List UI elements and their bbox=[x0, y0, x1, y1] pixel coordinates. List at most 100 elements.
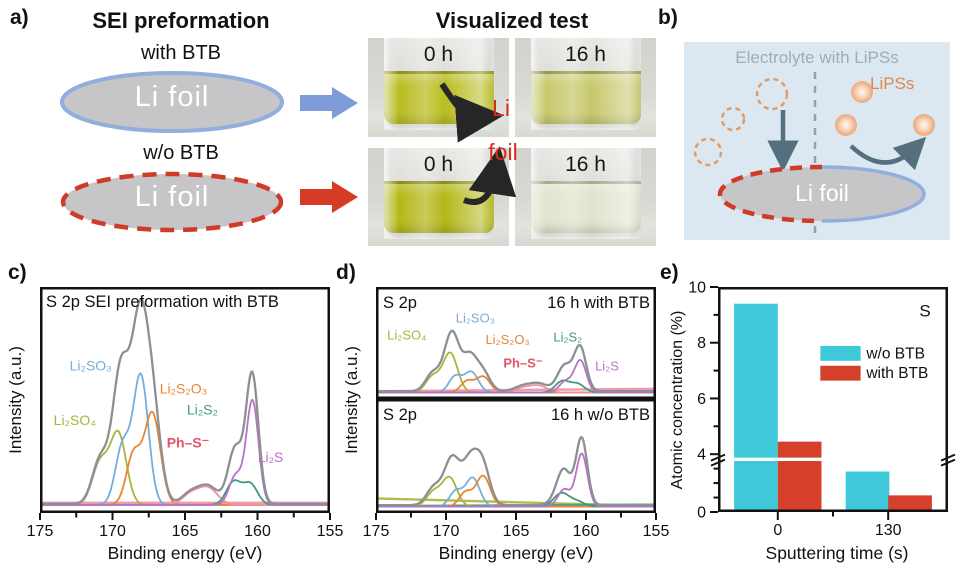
legend-label: w/o BTB bbox=[865, 345, 925, 362]
panel-d-label: d) bbox=[336, 261, 356, 284]
xps-spectrum-d-bottom: 175 170 165 160 155 Binding energy (eV) S 2p 16… bbox=[363, 399, 669, 563]
vial-liquid bbox=[383, 181, 494, 234]
species-label: Li₂SO₃ bbox=[456, 311, 495, 326]
x-tick-label: 165 bbox=[172, 523, 199, 540]
x-tick-label: 165 bbox=[503, 523, 530, 540]
axis-break-line bbox=[720, 457, 946, 462]
y-tick-label: 10 bbox=[688, 280, 706, 297]
li-foil-half-ellipse bbox=[720, 167, 924, 221]
axis-break-icon bbox=[940, 458, 956, 467]
bar-with-btb-0 bbox=[777, 441, 822, 510]
panel-d-ylabel: Intensity (a.u.) bbox=[342, 346, 361, 454]
vial-photo-grid: 0 h 16 h 0 h 16 h bbox=[368, 38, 656, 246]
electrolyte-box: Electrolyte with LiPSs LiPSs Li foil bbox=[684, 42, 950, 240]
plot-frame bbox=[376, 399, 656, 513]
li-foil-with-btb: Li foil bbox=[58, 70, 286, 134]
vial-photo-0h-with-btb: 0 h bbox=[368, 38, 509, 137]
axis-break-icon bbox=[710, 453, 726, 462]
vial-photo-16h-wo-btb: 16 h bbox=[515, 148, 656, 246]
x-tick-label: 160 bbox=[244, 523, 271, 540]
li-foil-red-dashed-ellipse bbox=[60, 171, 284, 233]
species-label: Li₂SO₃ bbox=[70, 358, 112, 374]
y-tick-label: 0 bbox=[697, 505, 706, 522]
corner-label-right: 16 h with BTB bbox=[547, 294, 650, 312]
corner-label: S bbox=[919, 302, 930, 321]
li-foil-text-top: Li foil bbox=[134, 81, 210, 113]
spectrum-curve bbox=[377, 452, 656, 508]
electrolyte-title: Electrolyte with LiPSs bbox=[735, 48, 899, 67]
corner-label-left: S 2p bbox=[383, 294, 417, 312]
red-right-arrow-icon bbox=[300, 181, 358, 213]
lips-particle-icon bbox=[913, 114, 935, 136]
li-foil-text: Li foil bbox=[795, 180, 849, 206]
species-label: Li₂S₂ bbox=[553, 329, 582, 344]
vial-liquid bbox=[383, 71, 494, 125]
time-label: 0 h bbox=[423, 42, 454, 66]
x-tick-label: 0 bbox=[773, 522, 782, 539]
panel-e-label: e) bbox=[660, 261, 679, 284]
foil-blue-solid-half bbox=[821, 165, 926, 223]
panel-a-label: a) bbox=[10, 6, 29, 29]
legend-swatch-with-btb bbox=[820, 365, 861, 381]
visualized-test-title: Visualized test bbox=[435, 8, 589, 33]
spectrum-curve bbox=[377, 329, 657, 393]
spectrum-curve bbox=[377, 359, 656, 394]
foil-red-dashed-half bbox=[717, 164, 823, 224]
x-axis-title: Binding energy (eV) bbox=[108, 543, 263, 563]
xps-spectrum-c: 175 170 165 160 155 Binding energy (eV) S 2p S… bbox=[27, 287, 343, 563]
li-foil-wo-btb: Li foil bbox=[58, 170, 286, 234]
empty-lips-circle-icon bbox=[693, 137, 723, 167]
species-label: Li₂S bbox=[258, 449, 284, 465]
spectrum-curve bbox=[377, 436, 657, 507]
vial-liquid bbox=[530, 71, 641, 125]
panel-b-label: b) bbox=[658, 6, 678, 29]
x-tick-label: 160 bbox=[573, 523, 600, 540]
x-tick-label: 155 bbox=[317, 523, 344, 540]
time-label: 0 h bbox=[423, 152, 454, 176]
blue-right-arrow-icon bbox=[300, 87, 358, 119]
legend-label: with BTB bbox=[865, 365, 928, 382]
lips-particle-icon bbox=[835, 114, 857, 136]
empty-lips-circle-icon bbox=[720, 106, 746, 132]
spectrum-curve bbox=[41, 298, 330, 505]
panel-c-label: c) bbox=[8, 261, 27, 284]
plot-frame bbox=[376, 287, 656, 399]
species-label: Ph–S⁻ bbox=[167, 435, 209, 451]
lipss-label: LiPSs bbox=[870, 74, 915, 93]
species-label: Li₂SO₄ bbox=[387, 327, 426, 342]
time-label: 16 h bbox=[565, 152, 606, 176]
x-axis-title: Sputtering time (s) bbox=[766, 543, 909, 563]
bar-w-o-btb-130 bbox=[845, 471, 890, 510]
with-btb-label: with BTB bbox=[140, 42, 222, 64]
panel-a-title: SEI preformation bbox=[92, 8, 270, 33]
species-label: Ph–S⁻ bbox=[503, 356, 543, 371]
legend-swatch-w-o-btb bbox=[820, 345, 861, 361]
species-label: Li₂S₂ bbox=[187, 401, 218, 417]
x-tick-label: 170 bbox=[99, 523, 126, 540]
corner-label-right: 16 h w/o BTB bbox=[551, 406, 650, 424]
xps-spectrum-d-top: S 2p 16 h with BTB Li₂SO₄ Li₂SO₃ Li₂S₂O₃ Ph–S… bbox=[375, 287, 657, 399]
x-tick-label: 155 bbox=[643, 523, 670, 540]
empty-lips-circle-icon bbox=[755, 77, 789, 111]
axis-break-icon bbox=[710, 458, 726, 467]
species-label: Li₂S bbox=[595, 359, 619, 374]
species-label: Li₂S₂O₃ bbox=[160, 381, 208, 397]
lips-particle-icon bbox=[851, 81, 873, 103]
y-tick-label: 6 bbox=[697, 391, 706, 408]
curved-dissolution-arrow-icon bbox=[849, 136, 927, 171]
x-tick-label: 175 bbox=[27, 523, 54, 540]
bar-w-o-btb-0 bbox=[734, 303, 778, 510]
wo-btb-label: w/o BTB bbox=[143, 142, 219, 164]
panel-e-ylabel: Atomic concentration (%) bbox=[669, 310, 686, 490]
species-label: Li₂SO₄ bbox=[54, 412, 97, 428]
species-label: Li₂S₂O₃ bbox=[485, 332, 529, 347]
li-foil-text-bottom: Li foil bbox=[134, 181, 210, 213]
x-tick-label: 175 bbox=[363, 523, 390, 540]
panel-c-ylabel: Intensity (a.u.) bbox=[6, 346, 25, 454]
plot-frame bbox=[718, 287, 948, 512]
corner-label-left: S 2p bbox=[383, 406, 417, 424]
time-label: 16 h bbox=[565, 42, 606, 66]
axis-break-icon bbox=[940, 453, 956, 462]
